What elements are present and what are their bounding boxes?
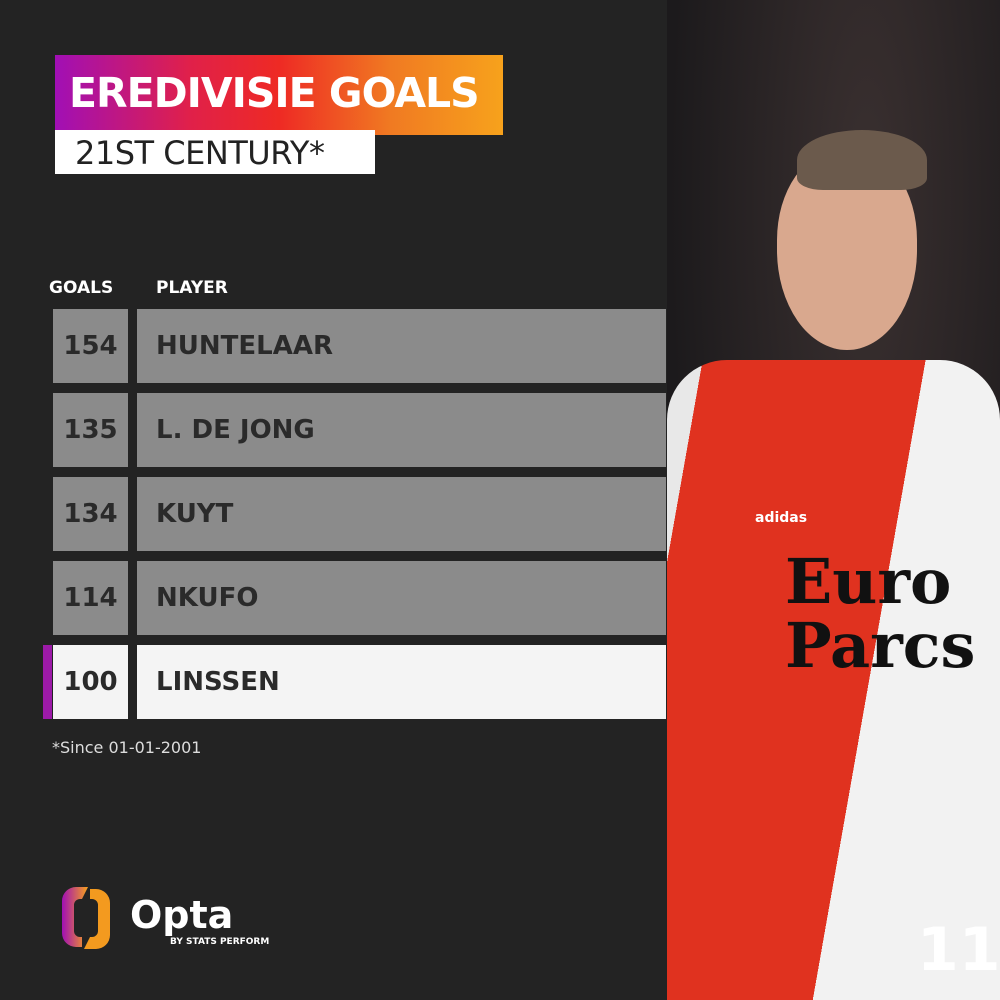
player-photo: Euro Parcs adidas 11 xyxy=(667,0,1000,1000)
table-row: 114 NKUFO xyxy=(0,561,667,635)
opta-logo: Opta BY STATS PERFORM xyxy=(60,885,269,959)
player-shirt xyxy=(667,360,1000,1000)
shirt-sponsor: Euro Parcs xyxy=(785,545,976,682)
title-banner: EREDIVISIE GOALS xyxy=(55,55,503,135)
table-row: 154 HUNTELAAR xyxy=(0,309,667,383)
page-title: EREDIVISIE GOALS xyxy=(69,69,480,117)
table-row: 100 LINSSEN xyxy=(0,645,667,719)
player-cell: L. DE JONG xyxy=(137,393,666,467)
footnote: *Since 01-01-2001 xyxy=(52,738,202,757)
player-cell: LINSSEN xyxy=(137,645,666,719)
goals-cell: 134 xyxy=(53,477,128,551)
player-cell: NKUFO xyxy=(137,561,666,635)
table-row: 135 L. DE JONG xyxy=(0,393,667,467)
player-cell: HUNTELAAR xyxy=(137,309,666,383)
goals-cell: 100 xyxy=(53,645,128,719)
player-hair xyxy=(797,130,927,190)
kit-brand: adidas xyxy=(755,510,808,526)
goals-cell: 114 xyxy=(53,561,128,635)
table-row: 134 KUYT xyxy=(0,477,667,551)
shirt-number: 11 xyxy=(917,915,1000,985)
player-cell: KUYT xyxy=(137,477,666,551)
column-header-player: PLAYER xyxy=(156,278,228,298)
logo-tagline: BY STATS PERFORM xyxy=(170,937,270,947)
subtitle: 21ST CENTURY* xyxy=(75,134,325,172)
goals-cell: 135 xyxy=(53,393,128,467)
subtitle-box: 21ST CENTURY* xyxy=(55,130,375,174)
logo-wordmark: Opta xyxy=(130,893,234,937)
opta-logo-icon xyxy=(62,887,110,949)
goals-cell: 154 xyxy=(53,309,128,383)
column-header-goals: GOALS xyxy=(49,278,114,298)
highlight-marker xyxy=(43,645,52,719)
